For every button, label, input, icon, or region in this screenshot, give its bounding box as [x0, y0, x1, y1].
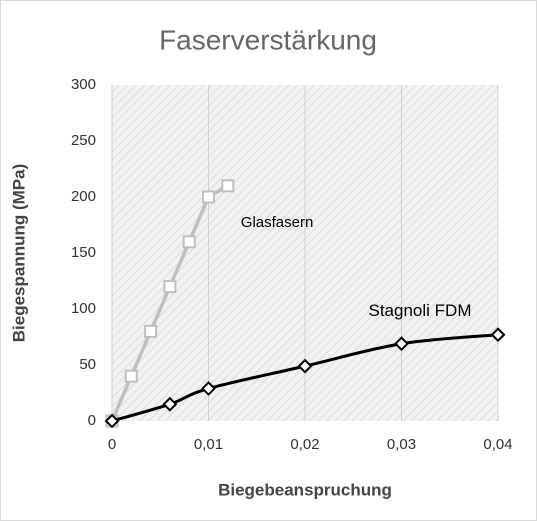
marker [162, 396, 178, 412]
marker [490, 327, 506, 343]
marker [221, 179, 235, 193]
marker [144, 324, 158, 338]
x-tick-label: 0,01 [194, 436, 223, 453]
x-tick-label: 0,04 [483, 436, 512, 453]
y-tick-label: 0 [88, 412, 96, 429]
x-tick-label: 0,03 [387, 436, 416, 453]
y-tick-label: 300 [71, 76, 96, 93]
y-tick-label: 250 [71, 132, 96, 149]
marker [104, 413, 120, 429]
y-tick-label: 200 [71, 188, 96, 205]
x-tick-label: 0,02 [290, 436, 319, 453]
marker [182, 235, 196, 249]
y-tick-label: 150 [71, 244, 96, 261]
y-axis-label: Biegespannung (MPa) [9, 164, 28, 343]
x-tick-label: 0 [108, 436, 116, 453]
y-tick-label: 100 [71, 300, 96, 317]
marker [394, 336, 409, 352]
marker [201, 381, 216, 396]
chart-title: Faserverstärkung [159, 24, 377, 55]
x-axis-label: Biegebeanspruchung [218, 480, 392, 499]
marker [297, 358, 313, 374]
marker [124, 369, 138, 383]
marker [202, 190, 215, 204]
series-label: Stagnoli FDM [369, 301, 472, 320]
marker [163, 280, 177, 294]
series-label: Glasfasern [241, 214, 314, 231]
y-tick-label: 50 [79, 356, 96, 373]
